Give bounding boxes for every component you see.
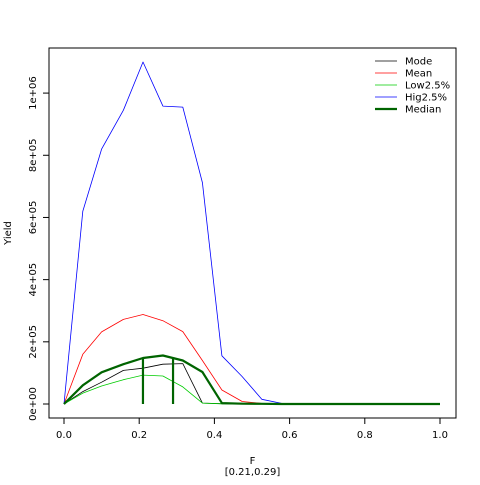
y-axis-title: Yield: [3, 221, 14, 246]
y-tick-label: 8e+05: [28, 138, 39, 172]
legend-label: Mode: [405, 57, 432, 68]
x-tick-label: 0.6: [282, 430, 298, 441]
x-tick-label: 0.2: [131, 430, 147, 441]
plot-frame: [48, 47, 457, 419]
x-tick-label: 0.8: [357, 430, 373, 441]
x-tick-label: 0.4: [206, 430, 222, 441]
series-line-hig2-5-: [63, 61, 441, 405]
series-layer: [63, 61, 441, 406]
y-axis: 0e+00 2e+05 4e+05 6e+05 8e+05 1e+06: [28, 76, 49, 421]
y-tick-label: 1e+06: [28, 76, 39, 110]
legend-label: Low2.5%: [405, 81, 450, 92]
x-axis-title: F: [250, 456, 256, 467]
y-tick-label: 4e+05: [28, 263, 39, 297]
marker-layer: [141, 357, 175, 404]
x-axis-subtitle: [0.21,0.29]: [225, 467, 281, 478]
legend-label: Hig2.5%: [405, 93, 447, 104]
x-tick-label: 1.0: [432, 430, 448, 441]
y-tick-label: 6e+05: [28, 201, 39, 235]
legend-label: Median: [405, 105, 441, 116]
x-axis: 0.0 0.2 0.4 0.6 0.8 1.0: [56, 418, 448, 441]
series-line-median: [63, 354, 440, 406]
y-tick-label: 2e+05: [28, 325, 39, 359]
legend-label: Mean: [405, 69, 432, 80]
y-tick-label: 0e+00: [28, 387, 39, 421]
x-tick-label: 0.0: [56, 430, 72, 441]
